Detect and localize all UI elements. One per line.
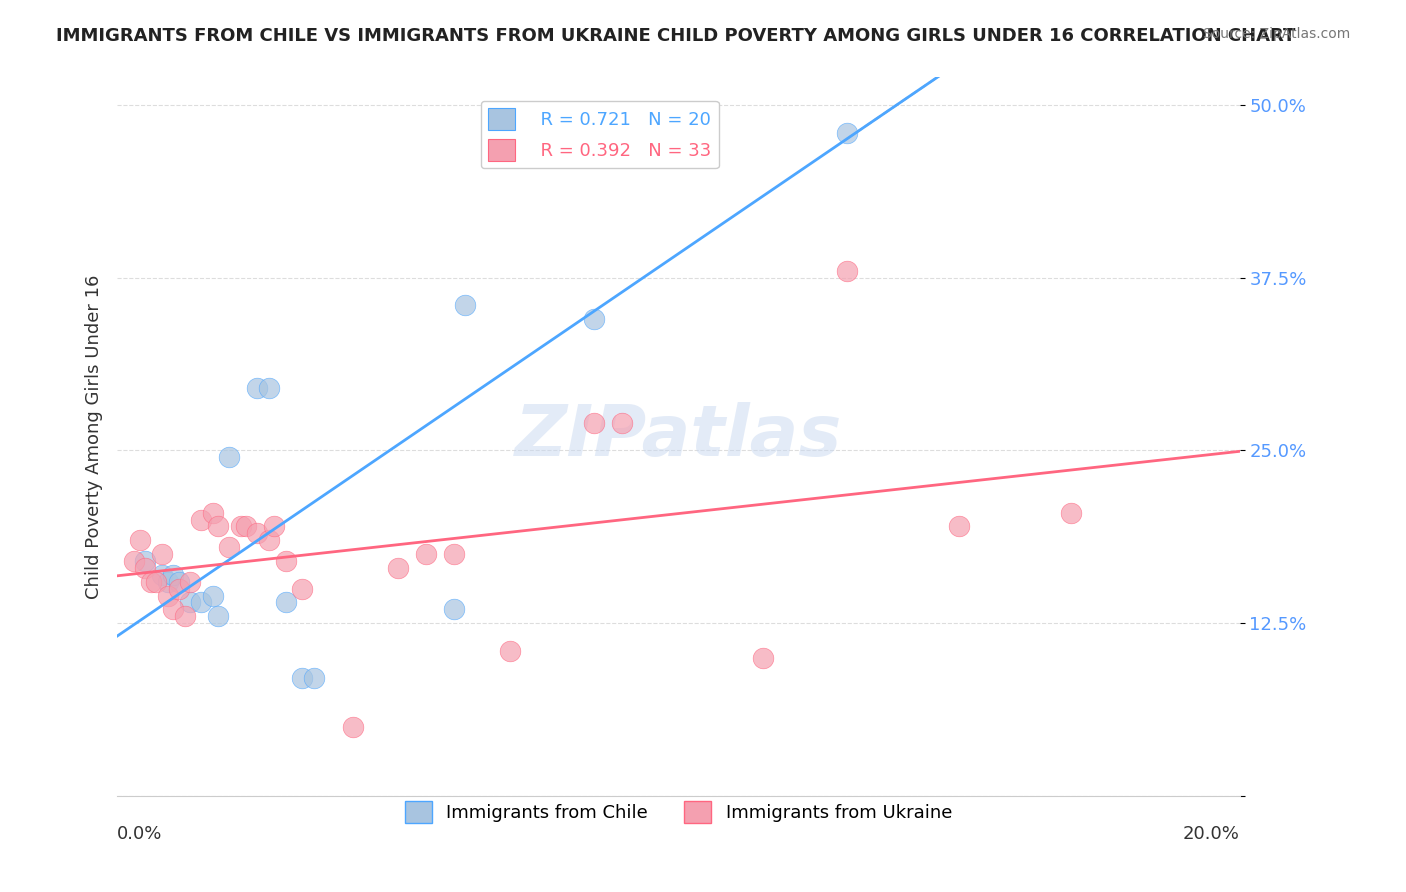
Point (443, 547, 465, 561)
Point (246, 381, 269, 395)
Point (139, 574, 162, 589)
Text: 0.0%: 0.0% (117, 824, 163, 843)
Point (150, 567, 173, 582)
Point (122, 554, 145, 568)
Point (274, 595, 297, 609)
Point (134, 554, 156, 568)
Point (218, 540, 240, 554)
Point (302, 672, 325, 686)
Y-axis label: Child Poverty Among Girls Under 16: Child Poverty Among Girls Under 16 (86, 275, 103, 599)
Point (274, 554, 297, 568)
Point (201, 589, 224, 603)
Point (499, 644, 522, 658)
Text: IMMIGRANTS FROM CHILE VS IMMIGRANTS FROM UKRAINE CHILD POVERTY AMONG GIRLS UNDER: IMMIGRANTS FROM CHILE VS IMMIGRANTS FROM… (56, 27, 1295, 45)
Point (291, 672, 314, 686)
Point (263, 519, 285, 533)
Point (201, 506, 224, 520)
Point (145, 574, 167, 589)
Point (342, 720, 364, 734)
Point (415, 547, 437, 561)
Point (162, 567, 184, 582)
Point (167, 582, 190, 596)
Point (173, 609, 195, 624)
Point (443, 602, 465, 616)
Point (229, 519, 252, 533)
Point (387, 561, 409, 575)
Point (218, 450, 240, 465)
Point (583, 312, 606, 326)
Point (835, 264, 858, 278)
Point (695, 119, 717, 133)
Point (156, 589, 179, 603)
Point (257, 533, 280, 548)
Point (291, 582, 314, 596)
Point (162, 602, 184, 616)
Point (1060, 506, 1083, 520)
Point (246, 526, 269, 541)
Text: Source: ZipAtlas.com: Source: ZipAtlas.com (1202, 27, 1350, 41)
Point (257, 381, 280, 395)
Point (751, 650, 773, 665)
Point (134, 561, 156, 575)
Point (207, 609, 229, 624)
Point (190, 512, 212, 526)
Legend: Immigrants from Chile, Immigrants from Ukraine: Immigrants from Chile, Immigrants from U… (398, 794, 959, 830)
Point (167, 574, 190, 589)
Point (150, 547, 173, 561)
Point (835, 126, 858, 140)
Point (179, 595, 201, 609)
Point (190, 595, 212, 609)
Point (156, 574, 179, 589)
Text: ZIPatlas: ZIPatlas (515, 402, 842, 471)
Point (235, 519, 257, 533)
Point (207, 519, 229, 533)
Point (612, 416, 634, 430)
Text: 20.0%: 20.0% (1182, 824, 1240, 843)
Point (454, 298, 477, 312)
Point (948, 519, 970, 533)
Point (128, 533, 150, 548)
Point (583, 416, 606, 430)
Point (179, 574, 201, 589)
